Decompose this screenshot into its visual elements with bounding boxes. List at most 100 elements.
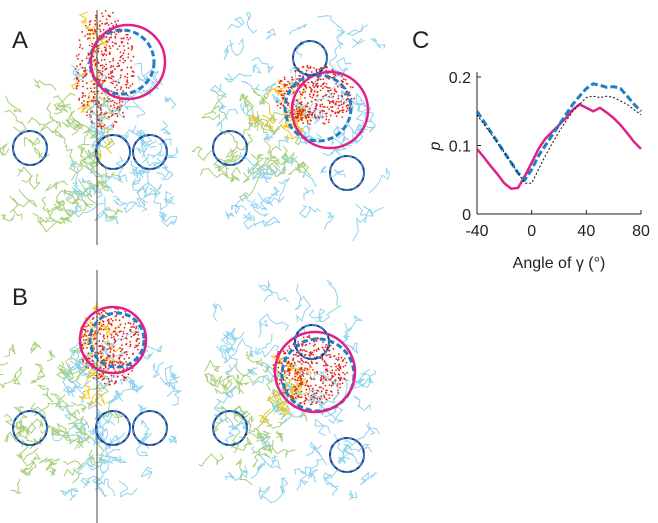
- decor-dot: [110, 65, 113, 67]
- decor-dot: [318, 117, 321, 119]
- decor-dot: [304, 109, 307, 111]
- decor-dot: [122, 368, 125, 370]
- decor-dot: [115, 332, 118, 335]
- decor-dot: [304, 396, 307, 399]
- decor-dot: [99, 109, 102, 111]
- structure-trace: [68, 342, 93, 360]
- decor-dot: [135, 339, 138, 342]
- decor-dot: [341, 116, 344, 118]
- structure-trace: [306, 114, 321, 125]
- decor-dot: [104, 68, 107, 71]
- decor-dot: [109, 66, 112, 69]
- structure-trace: [258, 408, 271, 424]
- decor-dot: [323, 349, 325, 351]
- structure-trace: [4, 109, 27, 133]
- decor-dot: [310, 87, 312, 90]
- decor-dot: [299, 376, 302, 379]
- site-circle: [88, 311, 146, 369]
- structure-trace: [250, 461, 265, 479]
- decor-dot: [120, 40, 123, 43]
- decor-dot: [118, 64, 121, 67]
- decor-dot: [122, 332, 125, 335]
- decor-dot: [136, 338, 139, 341]
- decor-dot: [132, 55, 135, 58]
- structure-trace: [321, 145, 348, 156]
- structure-trace: [111, 455, 128, 464]
- structure-trace: [68, 109, 85, 130]
- decor-dot: [130, 66, 132, 69]
- decor-dot: [311, 81, 314, 84]
- decor-dot: [326, 86, 328, 89]
- decor-dot: [330, 372, 333, 375]
- decor-dot: [328, 384, 331, 387]
- decor-dot: [124, 322, 127, 325]
- decor-dot: [116, 113, 118, 115]
- decor-dot: [100, 127, 103, 130]
- structure-trace: [227, 16, 245, 30]
- decor-dot: [328, 378, 330, 381]
- structure-trace: [216, 108, 239, 130]
- decor-dot: [294, 375, 297, 378]
- structure-trace: [252, 165, 268, 180]
- decor-dot: [287, 367, 290, 370]
- structure-trace: [352, 38, 365, 49]
- decor-dot: [119, 350, 122, 353]
- structure-trace: [309, 471, 317, 483]
- structure-trace: [112, 195, 127, 207]
- decor-dot: [295, 392, 298, 395]
- decor-dot: [322, 341, 324, 344]
- decor-dot: [315, 392, 318, 394]
- decor-dot: [325, 118, 328, 121]
- decor-dot: [93, 91, 95, 93]
- decor-dot: [331, 105, 334, 108]
- decor-dot: [120, 344, 123, 347]
- decor-dot: [287, 369, 290, 372]
- decor-dot: [119, 59, 121, 62]
- structure-trace: [258, 313, 290, 332]
- decor-dot: [292, 396, 295, 399]
- decor-dot: [101, 12, 103, 15]
- decor-dot: [101, 64, 104, 67]
- decor-dot: [78, 46, 81, 49]
- decor-dot: [306, 379, 309, 382]
- decor-dot: [296, 84, 299, 87]
- decor-dot: [82, 76, 84, 79]
- decor-dot: [296, 379, 299, 382]
- decor-dot: [97, 69, 100, 72]
- decor-dot: [311, 390, 314, 393]
- decor-dot: [338, 378, 341, 380]
- decor-dot: [325, 343, 328, 346]
- decor-dot: [76, 65, 79, 68]
- decor-dot: [112, 124, 115, 127]
- small-circle: [212, 410, 248, 446]
- decor-dot: [302, 375, 305, 377]
- decor-dot: [300, 118, 303, 121]
- decor-dot: [105, 50, 108, 52]
- decor-dot: [335, 91, 338, 93]
- structure-trace: [212, 302, 223, 322]
- structure-trace: [84, 373, 105, 394]
- decor-dot: [84, 24, 87, 27]
- decor-dot: [100, 328, 103, 331]
- decor-dot: [323, 396, 326, 399]
- decor-dot: [319, 111, 322, 113]
- structure-trace: [296, 295, 311, 323]
- decor-dot: [330, 92, 333, 95]
- structure-trace: [338, 456, 351, 464]
- decor-dot: [299, 361, 301, 364]
- decor-dot: [104, 312, 107, 314]
- decor-dot: [114, 120, 116, 123]
- decor-dot: [325, 354, 328, 357]
- decor-dot: [314, 343, 316, 346]
- decor-dot: [340, 100, 343, 103]
- decor-dot: [85, 366, 88, 368]
- decor-dot: [134, 346, 136, 349]
- decor-dot: [86, 33, 89, 36]
- decor-dot: [112, 65, 115, 68]
- structure-trace: [225, 384, 237, 399]
- decor-dot: [327, 354, 329, 356]
- decor-dot: [138, 342, 141, 345]
- structure-trace: [143, 182, 160, 198]
- structure-trace: [348, 490, 358, 501]
- decor-dot: [124, 59, 127, 62]
